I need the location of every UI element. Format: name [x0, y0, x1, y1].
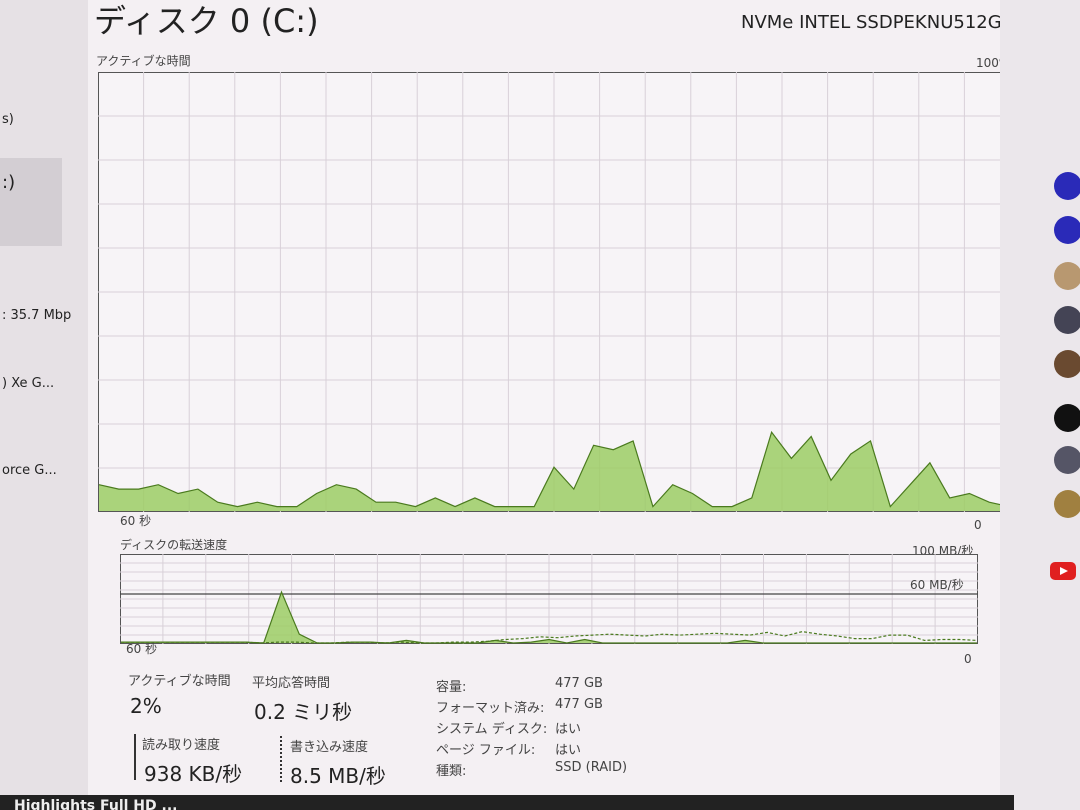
read-legend-line [134, 734, 136, 780]
transfer-chart-mid: 60 MB/秒 [910, 578, 964, 592]
avatar[interactable] [1054, 446, 1080, 474]
bottom-bar: Highlights Full HD ... [0, 795, 1014, 810]
read-speed-label: 読み取り速度 [142, 738, 221, 753]
app-icon[interactable] [1054, 216, 1080, 244]
transfer-chart-label: ディスクの転送速度 [120, 538, 228, 552]
avg-response-label: 平均応答時間 [252, 676, 331, 691]
sidebar-selected-item[interactable] [0, 158, 62, 246]
browser-sidebar [1000, 0, 1080, 810]
avg-response-value: 0.2 ミリ秒 [254, 700, 353, 724]
write-legend-line [280, 736, 282, 782]
sidebar-item[interactable]: ) Xe G... [2, 376, 55, 391]
avatar[interactable] [1054, 262, 1080, 290]
property-value: はい [555, 722, 582, 737]
transfer-rate-chart [120, 554, 978, 644]
page-title: ディスク 0 (C:) [94, 2, 319, 40]
property-value: はい [555, 743, 582, 758]
property-key: システム ディスク: [436, 722, 548, 737]
property-key: 種類: [436, 764, 467, 779]
sidebar-item[interactable]: s) [2, 112, 14, 127]
active-time-chart [98, 72, 1010, 512]
property-key: 容量: [436, 680, 467, 695]
avatar[interactable] [1054, 404, 1080, 432]
write-series-line [121, 630, 978, 644]
active-chart-right: 0 [974, 518, 982, 532]
series-area [99, 432, 1009, 511]
active-time-label: アクティブな時間 [128, 674, 231, 689]
avatar[interactable] [1054, 306, 1080, 334]
sidebar-item[interactable]: :) [2, 172, 16, 193]
write-speed-label: 書き込み速度 [290, 740, 369, 755]
sidebar: s) :) : 35.7 Mbp ) Xe G... orce G... [0, 0, 88, 810]
app-icon[interactable] [1054, 172, 1080, 200]
transfer-chart-left: 60 秒 [126, 642, 158, 656]
property-value: 477 GB [555, 676, 603, 691]
youtube-icon[interactable] [1050, 562, 1076, 580]
disk-model: NVMe INTEL SSDPEKNU512GZ [740, 12, 1014, 33]
avatar[interactable] [1054, 490, 1080, 518]
disk-panel: ディスク 0 (C:) NVMe INTEL SSDPEKNU512GZ アクテ… [88, 0, 1014, 795]
property-key: フォーマット済み: [436, 701, 545, 716]
property-key: ページ ファイル: [436, 743, 536, 758]
transfer-chart-right: 0 [964, 652, 972, 666]
active-time-value: 2% [130, 694, 162, 718]
property-value: 477 GB [555, 697, 603, 712]
sidebar-item[interactable]: orce G... [2, 463, 57, 478]
avatar[interactable] [1054, 350, 1080, 378]
active-chart-label: アクティブな時間 [96, 54, 191, 68]
property-value: SSD (RAID) [555, 760, 628, 775]
sidebar-item[interactable]: : 35.7 Mbp [2, 308, 72, 323]
read-speed-value: 938 KB/秒 [144, 762, 243, 786]
write-speed-value: 8.5 MB/秒 [290, 764, 386, 788]
series-line [98, 430, 1010, 508]
active-chart-left: 60 秒 [120, 514, 152, 528]
